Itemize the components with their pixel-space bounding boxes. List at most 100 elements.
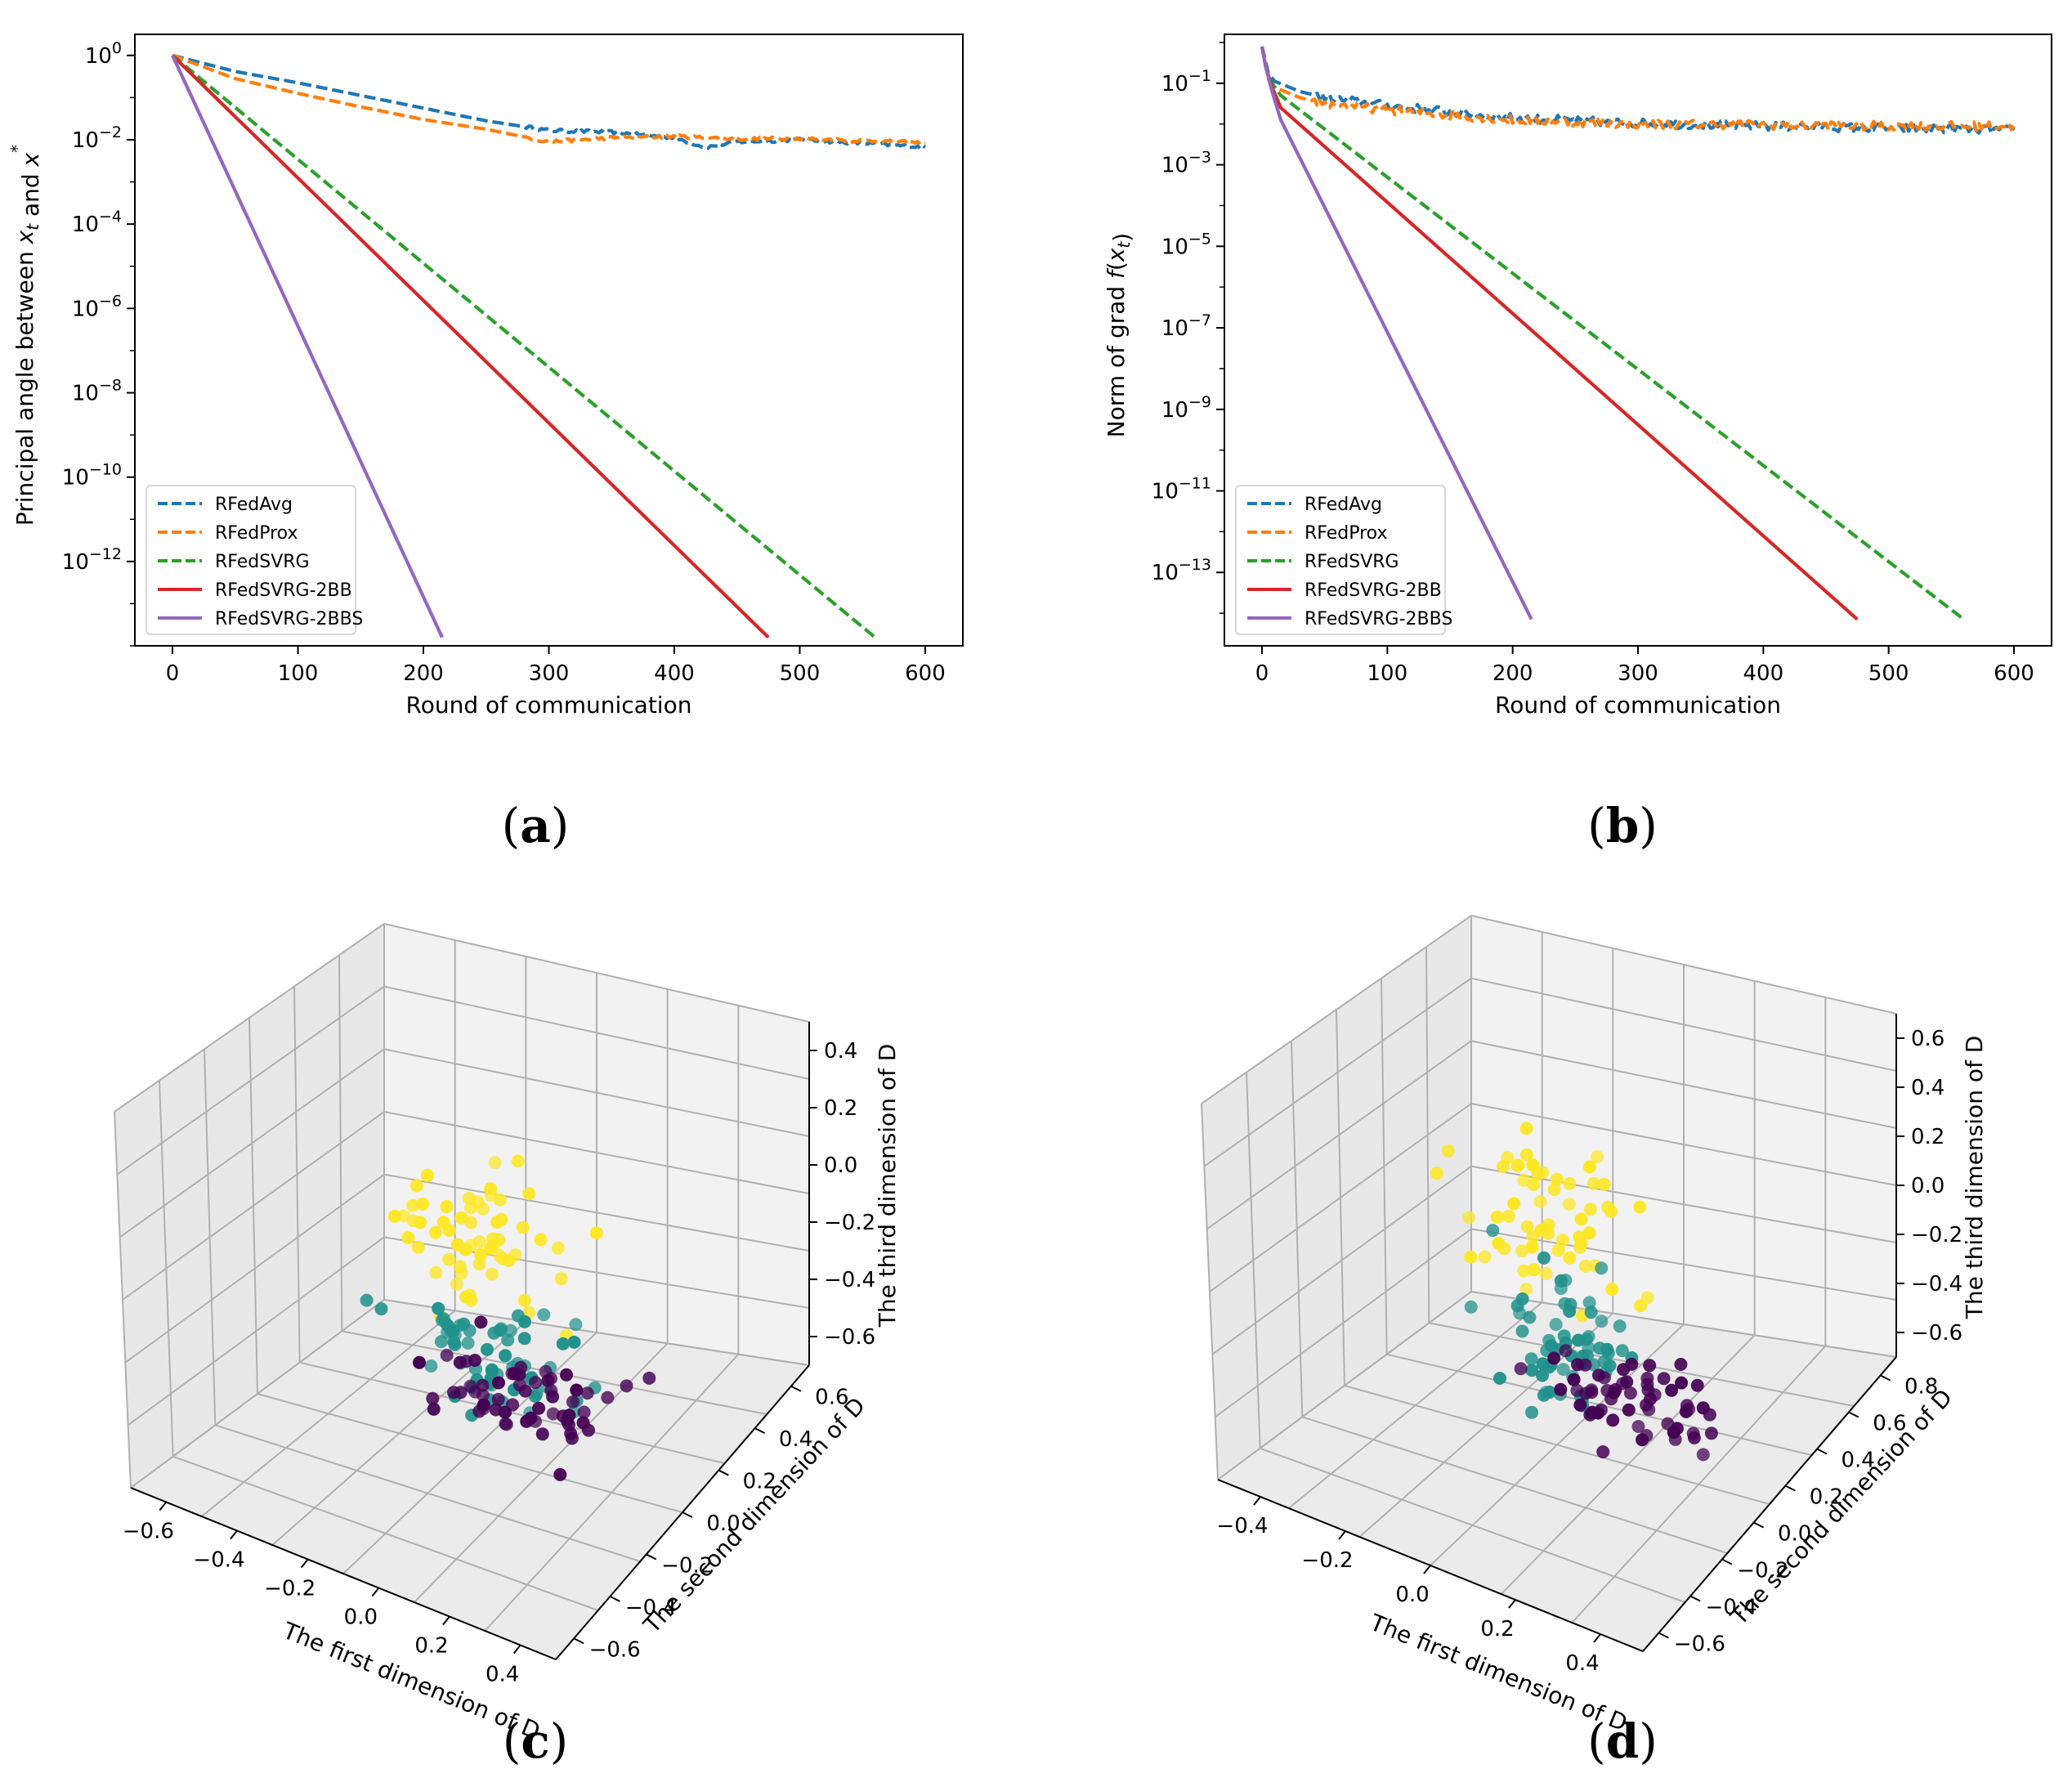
scatter-point-cluster-purple	[529, 1376, 542, 1390]
scatter-point-cluster-teal	[499, 1349, 512, 1363]
series-line-rfedavg	[1260, 46, 2016, 136]
scatter-point-cluster-yellow	[1497, 1160, 1510, 1173]
scatter-point-cluster-yellow	[450, 1238, 464, 1252]
y-tick-label: −0.6	[589, 1637, 641, 1662]
x-tick-label: −0.6	[123, 1520, 174, 1544]
scatter-point-cluster-yellow	[1533, 1195, 1547, 1208]
gridline	[1470, 1291, 1897, 1358]
scatter-point-cluster-purple	[1657, 1372, 1671, 1386]
x-tick-label: 0.4	[1565, 1651, 1599, 1676]
series-line-rfedsvrg-2bb	[171, 54, 770, 639]
scatter-point-cluster-purple	[1547, 1351, 1561, 1365]
scatter-point-cluster-yellow	[488, 1156, 502, 1170]
x-axis-label: Round of communication	[1495, 692, 1781, 719]
scatter-point-cluster-purple	[1680, 1399, 1694, 1413]
x-tick-label: −0.2	[1301, 1548, 1353, 1573]
scatter-point-cluster-yellow	[1634, 1299, 1648, 1313]
x-tick-label: 400	[1743, 661, 1784, 686]
x-axis-line	[130, 1487, 557, 1660]
x-tick-label: 300	[1618, 661, 1658, 686]
scatter-point-cluster-purple	[1573, 1398, 1587, 1412]
panel-label-d: (d)	[1587, 1713, 1658, 1769]
scatter-point-cluster-yellow	[1519, 1122, 1533, 1135]
y-tick-mark	[1721, 1558, 1733, 1565]
scatter-point-cluster-yellow	[1562, 1198, 1576, 1211]
scatter-point-cluster-yellow	[534, 1233, 548, 1247]
scatter-point-cluster-teal	[1595, 1261, 1609, 1275]
scatter-point-cluster-purple	[576, 1416, 590, 1430]
scatter-point-cluster-yellow	[1519, 1283, 1533, 1296]
panel-b-line-chart: 0 100 200 300 400 500 600 10−1 10−3 10−5 10−7 10−9 1…	[1103, 34, 2052, 719]
scatter-point-cluster-yellow	[450, 1277, 463, 1291]
panel-label-b: (b)	[1587, 798, 1658, 853]
x-tick-label: 0	[1255, 661, 1269, 686]
scatter-point-cluster-yellow	[1605, 1283, 1619, 1297]
legend-entry-rfedavg: RFedAvg	[1305, 495, 1382, 515]
x-tick-mark	[512, 1644, 521, 1655]
scatter-point-cluster-teal	[1582, 1341, 1595, 1355]
scatter-point-cluster-purple	[553, 1467, 567, 1481]
scatter-point-cluster-teal	[424, 1359, 438, 1373]
scatter-point-cluster-teal	[360, 1293, 374, 1307]
y-tick-label: −0.6	[1674, 1632, 1725, 1657]
scatter-point-cluster-yellow	[1441, 1144, 1455, 1158]
scatter-point-cluster-purple	[620, 1379, 633, 1393]
scatter-point-cluster-yellow	[486, 1267, 499, 1281]
scatter-point-cluster-yellow	[476, 1202, 490, 1216]
scatter-point-cluster-yellow	[1520, 1220, 1534, 1234]
y-tick-label: 0.4	[1841, 1449, 1874, 1473]
y-tick-mark	[573, 1637, 584, 1645]
x-tick-label: 100	[1367, 661, 1408, 686]
z-tick-label: −0.4	[824, 1268, 875, 1292]
z-tick-label: 0.4	[1911, 1076, 1944, 1100]
y-tick-label: 10−2	[72, 123, 122, 153]
y-tick-mark	[1816, 1448, 1828, 1455]
z-tick-label: 0.0	[824, 1153, 857, 1178]
scatter-point-cluster-purple	[1578, 1358, 1592, 1372]
x-tick-mark	[371, 1587, 380, 1597]
scatter-point-cluster-purple	[532, 1401, 546, 1415]
scatter-point-cluster-yellow	[1464, 1250, 1478, 1264]
panel-label-c: (c)	[503, 1713, 569, 1769]
scatter-point-cluster-purple	[453, 1355, 467, 1369]
series-line-rfedsvrg-2bbs	[171, 54, 444, 638]
z-tick-label: −0.2	[824, 1211, 875, 1235]
y-tick-mark	[1658, 1632, 1669, 1639]
scatter-point-cluster-purple	[512, 1368, 526, 1382]
y-tick-mark	[1784, 1485, 1796, 1492]
scatter-point-cluster-teal	[537, 1308, 551, 1322]
scatter-point-cluster-purple	[601, 1391, 615, 1404]
scatter-point-cluster-yellow	[554, 1272, 568, 1286]
scatter-point-cluster-purple	[1596, 1445, 1610, 1458]
scatter-point-cluster-yellow	[1490, 1210, 1504, 1224]
z-axis-label: The third dimension of D	[874, 1044, 901, 1328]
scatter-point-cluster-purple	[1640, 1372, 1654, 1385]
scatter-point-cluster-yellow	[517, 1293, 531, 1307]
y-tick-label: 10−13	[1152, 556, 1211, 585]
y-tick-mark	[790, 1385, 802, 1392]
scatter-point-cluster-yellow	[463, 1288, 477, 1302]
scatter-point-cluster-teal	[1582, 1296, 1596, 1310]
z-tick-label: −0.2	[1911, 1223, 1962, 1247]
x-tick-label: 0.2	[414, 1634, 448, 1659]
x-tick-label: 200	[1492, 661, 1533, 686]
scatter-point-cluster-yellow	[589, 1226, 603, 1240]
scatter-point-cluster-yellow	[409, 1179, 423, 1193]
x-tick-label: −0.4	[193, 1548, 244, 1573]
y-tick-label: 10−1	[1161, 67, 1211, 96]
panel-d-3d-scatter: −0.4 −0.2 0.0 0.2 0.4 −0.6 −0.4 −0.2 0.0 0.2 0.4 0.…	[1201, 915, 1988, 1736]
scatter-point-cluster-teal	[1464, 1300, 1478, 1314]
gridline	[172, 1455, 599, 1611]
scatter-point-cluster-yellow	[462, 1191, 476, 1205]
scatter-point-cluster-yellow	[414, 1216, 427, 1229]
scatter-point-cluster-purple	[1687, 1431, 1701, 1444]
scatter-point-cluster-purple	[1696, 1401, 1710, 1415]
scatter-point-cluster-yellow	[1573, 1230, 1586, 1244]
x-tick-label: 0.0	[1395, 1583, 1429, 1607]
y-tick-label: 10−4	[72, 208, 122, 237]
scatter-point-cluster-yellow	[1462, 1211, 1476, 1225]
legend-entry-rfedsvrg-2bb: RFedSVRG-2BB	[215, 580, 352, 601]
scatter-point-cluster-yellow	[1497, 1242, 1511, 1256]
legend-entry-rfedprox: RFedProx	[1305, 523, 1387, 544]
scatter-point-cluster-purple	[1690, 1378, 1704, 1392]
